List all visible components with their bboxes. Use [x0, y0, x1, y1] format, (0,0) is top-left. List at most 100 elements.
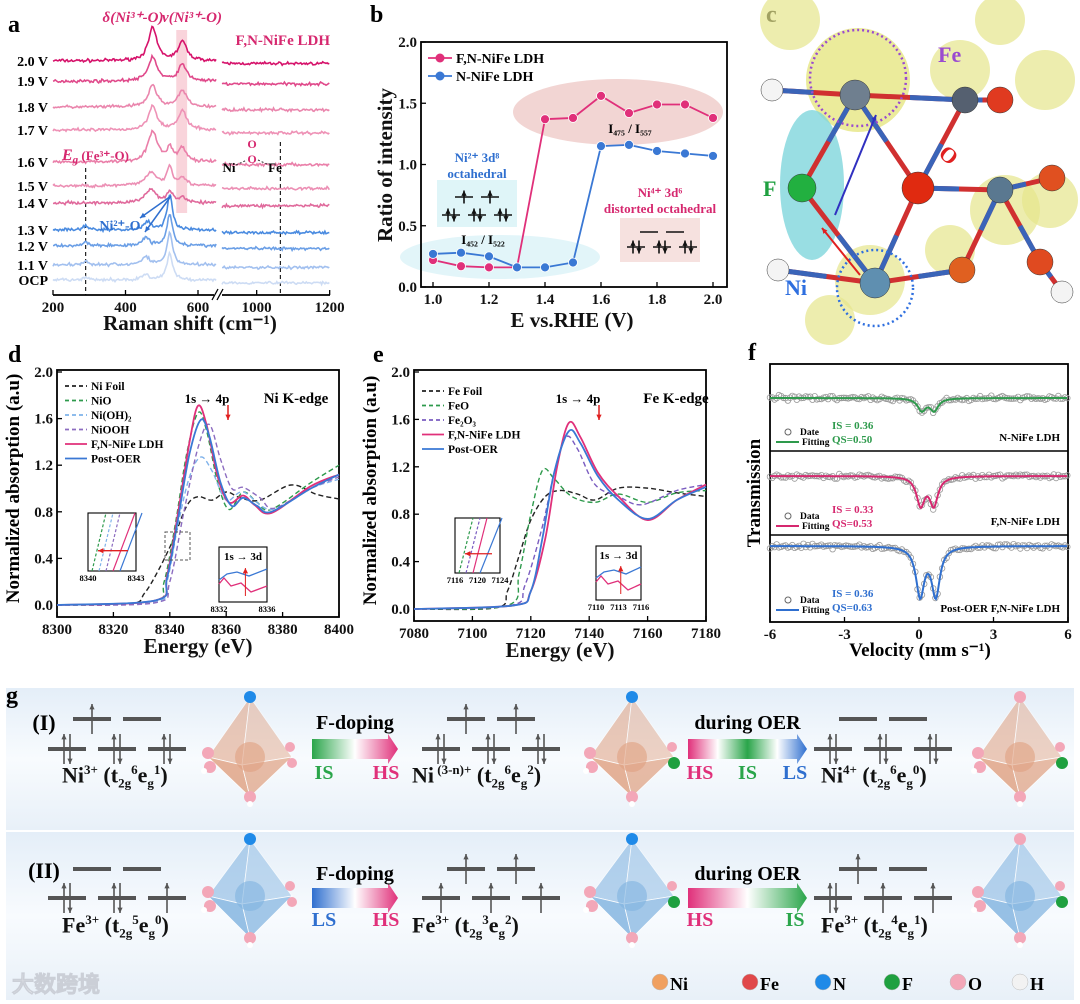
spin-down-arrow-head: [503, 216, 509, 222]
h-atom: [971, 907, 977, 913]
ion-symbol: Fe: [412, 912, 436, 938]
e-subscript: g: [147, 775, 154, 791]
data-point: [867, 396, 874, 403]
spin-up-arrow-head: [877, 734, 883, 740]
t2g-count: 6: [131, 762, 138, 777]
spin-up-arrow-head: [538, 883, 544, 889]
charge-density-blob: [1015, 50, 1075, 110]
spin-up-arrow-head: [164, 883, 170, 889]
y-tick-label: 1.2: [391, 460, 410, 476]
spin-down-arrow-head: [688, 248, 694, 254]
legend-label: FeO: [448, 401, 469, 413]
xas-curve: [56, 423, 340, 606]
o-atom: [1055, 881, 1065, 891]
spin-up-arrow-head: [111, 883, 117, 889]
paren: ): [511, 912, 519, 938]
t2g-count: 6: [504, 762, 512, 777]
spin-up-arrow-head: [445, 208, 451, 214]
x-tick-label: 7120: [516, 626, 546, 642]
x-tick-label: 8380: [268, 622, 298, 638]
data-point: [813, 396, 821, 403]
data-point: [484, 251, 494, 262]
t-subscript: 2g: [119, 925, 133, 941]
o-atom: [1014, 932, 1026, 944]
data-point: [918, 409, 926, 416]
inset-box: [87, 512, 137, 572]
y-tick-label: 1.2: [34, 458, 53, 474]
transition-arrow: [312, 883, 398, 913]
spin-up-arrow-head: [880, 883, 886, 889]
legend-data-label: Data: [800, 512, 820, 522]
data-point: [804, 541, 812, 549]
spin-up-arrow-head: [89, 704, 95, 710]
t2g-count: 4: [891, 912, 898, 927]
t-subscript: 2g: [878, 925, 892, 941]
voltage-label: 1.6 V: [17, 156, 48, 171]
data-point: [932, 406, 939, 413]
data-point: [979, 542, 986, 549]
raman-spectrum-OCP: [52, 250, 217, 284]
raman-spectrum-1-5-V: [52, 163, 217, 189]
sample-label: F,N-NiFe LDH: [236, 33, 331, 49]
ion-charge: 3+: [85, 912, 100, 927]
spin-state-label: IS: [315, 762, 334, 784]
paren: (: [97, 762, 111, 788]
atom-fe: [839, 79, 871, 111]
inset-tick-label: 7116: [447, 575, 464, 585]
x-tick-label: 1200: [315, 300, 345, 316]
n-atom: [626, 691, 638, 703]
raman-spectrum-1-6-V: [221, 161, 330, 168]
panel-label-a: a: [8, 12, 20, 38]
h-atom: [971, 768, 977, 774]
o-atom: [584, 886, 596, 898]
inset-transition-label: 1s → 3d: [224, 551, 262, 563]
atom-f: [787, 173, 817, 203]
data-point: [456, 247, 466, 258]
ion-charge: 3+: [84, 762, 98, 777]
x-tick-label: 1000: [242, 300, 272, 316]
legend-label: Fe₂O₃: [448, 415, 477, 427]
inset-curve: [218, 568, 268, 581]
spin-up-arrow-head: [461, 190, 467, 196]
inset-tick-label: 8336: [259, 604, 276, 614]
eg-count: 0: [912, 762, 920, 777]
o-atom-label: O: [247, 137, 256, 151]
raman-spectrum-OCP: [221, 280, 330, 287]
legend-data-marker: [784, 428, 792, 436]
o-atom: [586, 900, 598, 912]
paren: ): [920, 912, 928, 938]
raman-spectrum-1-7-V: [52, 103, 217, 133]
legend-label: Ni Foil: [91, 381, 125, 393]
central-metal-atom: [617, 742, 647, 772]
electron-configuration: Ni4+ (t2g6eg0): [821, 762, 927, 792]
atom-o3: [1038, 164, 1066, 192]
atom-o5: [1026, 248, 1054, 276]
voltage-label: 2.0 V: [17, 55, 48, 70]
voltage-label: 1.7 V: [17, 124, 48, 139]
data-point: [596, 91, 606, 101]
t2g-count: 6: [890, 762, 897, 777]
spin-up-arrow-head: [438, 883, 444, 889]
xas-curve: [56, 456, 340, 606]
x-tick-label: 3: [990, 627, 998, 643]
legend-atom-label: Fe: [760, 974, 779, 994]
e-subscript: g: [498, 925, 506, 941]
zoom-region-box: [164, 531, 191, 561]
x-axis-label: Energy (eV): [505, 638, 614, 662]
fit-curve: [770, 397, 1067, 414]
e-orbital: e: [137, 762, 148, 788]
inset-tick-label: 8332: [211, 604, 228, 614]
shift-arrow-head: [225, 414, 231, 420]
data-point: [963, 545, 970, 553]
spin-down-arrow-head: [451, 216, 457, 222]
spin-up-arrow-head: [827, 883, 833, 889]
f-label: F: [763, 176, 776, 201]
data-point: [540, 114, 550, 125]
legend-atom-n: [814, 973, 832, 991]
raman-spectrum-1-2-V: [221, 245, 330, 253]
legend-label: NiO: [91, 396, 112, 408]
legend-label: F,N-NiFe LDH: [91, 439, 163, 451]
charge-density-blob: [1022, 172, 1078, 228]
central-metal-atom: [1005, 881, 1035, 911]
t-orbital: t: [111, 912, 120, 938]
